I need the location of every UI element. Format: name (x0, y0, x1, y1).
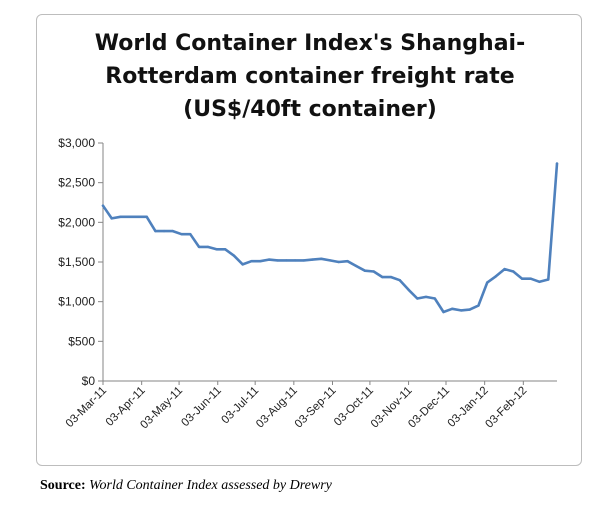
data-point (293, 259, 297, 262)
data-point (468, 308, 471, 311)
data-point (259, 260, 262, 263)
data-point (311, 258, 314, 261)
data-point (389, 275, 393, 279)
data-point (232, 254, 236, 257)
x-tick-label: 03-Sep-11 (293, 385, 339, 431)
data-point (512, 270, 515, 273)
data-point (128, 215, 131, 218)
data-point (224, 248, 227, 251)
source-label: Source: (40, 478, 86, 493)
data-point (346, 260, 349, 263)
data-point (328, 259, 332, 262)
data-point (381, 275, 384, 279)
y-tick-label: $1,500 (58, 255, 95, 269)
data-point (250, 260, 253, 263)
chart-title-line: Rotterdam container freight rate (105, 64, 515, 89)
data-point (547, 278, 550, 281)
data-point (337, 260, 340, 264)
data-point (197, 245, 201, 249)
data-point (276, 259, 279, 262)
data-point (433, 297, 436, 300)
data-point (189, 233, 192, 236)
line-chart-plot: $0 $500 $1,000 $1,500 $2,000 $2,500 $3,000 03-M… (58, 136, 559, 431)
source-note: Source: World Container Index assessed b… (40, 478, 332, 494)
data-point (285, 259, 288, 262)
data-point (459, 309, 463, 312)
data-point (363, 269, 367, 272)
y-tick-label: $3,000 (58, 136, 95, 150)
source-text: World Container Index assessed by Drewry (89, 478, 332, 493)
data-point (424, 295, 428, 299)
chart-title-line: World Container Index's Shanghai- (94, 31, 526, 56)
chart-title-line: (US$/40ft container) (183, 97, 437, 122)
y-tick-label: $500 (68, 334, 95, 348)
data-point (302, 259, 305, 262)
data-point (529, 277, 532, 280)
data-point (477, 304, 480, 307)
y-tick-label: $2,500 (58, 176, 95, 190)
data-point (145, 215, 148, 218)
data-point (136, 215, 140, 218)
data-point (398, 279, 401, 282)
data-point (372, 270, 375, 273)
y-tick-label: $1,000 (58, 295, 95, 309)
data-point (110, 217, 113, 220)
x-tick-label: 03-Dec-11 (406, 385, 452, 431)
freight-rate-line (101, 162, 559, 314)
data-point (154, 229, 157, 233)
x-tick-label: 03-Jun-11 (179, 385, 224, 430)
chart-title: World Container Index's Shanghai- Rotter… (37, 27, 583, 126)
data-point (451, 307, 454, 310)
data-point (171, 229, 174, 233)
data-point (442, 310, 445, 314)
data-point (503, 267, 506, 271)
data-point (180, 233, 183, 236)
data-point (119, 215, 122, 218)
x-tick-label: 03-Feb-12 (483, 385, 529, 431)
data-point (538, 280, 541, 283)
y-tick-label: $0 (82, 374, 96, 388)
data-point (555, 162, 559, 165)
y-tick-label: $2,000 (58, 215, 95, 229)
data-point (162, 229, 166, 233)
data-point (206, 245, 209, 249)
data-point (101, 204, 105, 207)
data-point (215, 248, 218, 251)
data-point (355, 264, 358, 268)
data-point (267, 258, 271, 261)
x-tick-label: 03-Mar-11 (64, 385, 109, 430)
data-point (241, 263, 244, 266)
data-point (520, 277, 524, 280)
data-point (494, 275, 498, 278)
data-point (486, 281, 489, 284)
data-point (407, 288, 410, 291)
data-point (416, 297, 419, 300)
chart-container: World Container Index's Shanghai- Rotter… (36, 14, 582, 466)
data-point (320, 257, 323, 260)
